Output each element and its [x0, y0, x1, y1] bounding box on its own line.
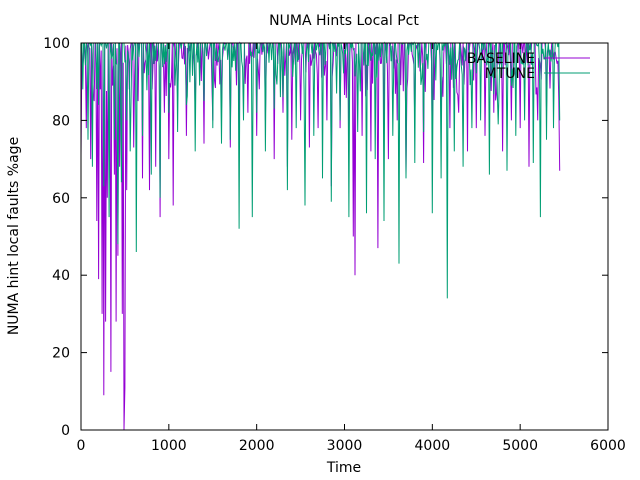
- y-tick-label: 20: [52, 346, 70, 362]
- legend-label-mtune: MTUNE: [485, 66, 535, 82]
- x-tick-label: 2000: [239, 438, 275, 454]
- y-tick-label: 60: [52, 191, 70, 207]
- y-tick-label: 0: [61, 423, 70, 439]
- chart-title: NUMA Hints Local Pct: [269, 13, 419, 29]
- x-tick-label: 5000: [502, 438, 538, 454]
- series-layer: [80, 41, 561, 431]
- legend-label-baseline: BASELINE: [467, 51, 535, 67]
- axis-ticks: 0 1000 2000 3000 4000 5000 6000 0 20 40 60 80 100: [43, 36, 626, 454]
- series-line-mtune: [80, 41, 561, 299]
- x-tick-label: 1000: [151, 438, 187, 454]
- x-tick-label: 3000: [327, 438, 363, 454]
- y-tick-label: 80: [52, 113, 70, 129]
- x-tick-label: 0: [77, 438, 86, 454]
- series-line-baseline: [80, 41, 561, 431]
- y-tick-label: 40: [52, 268, 70, 284]
- x-tick-label: 4000: [415, 438, 451, 454]
- y-tick-label: 100: [43, 36, 70, 52]
- x-tick-label: 6000: [590, 438, 626, 454]
- x-axis-label: Time: [326, 460, 361, 476]
- y-axis-label: NUMA hint local faults %age: [6, 137, 22, 335]
